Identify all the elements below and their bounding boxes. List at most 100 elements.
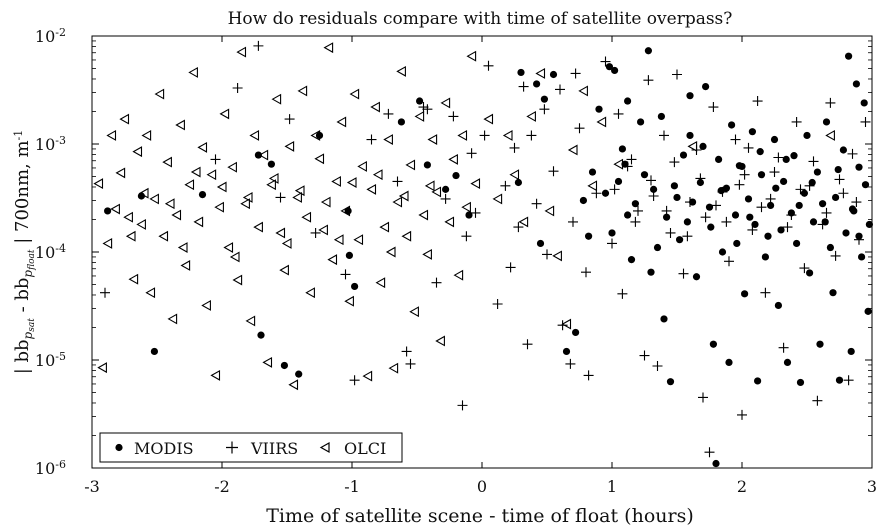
- olci-point: [383, 134, 393, 145]
- modis-point: [686, 92, 694, 100]
- olci-point: [123, 211, 133, 223]
- viirs-point: [760, 287, 771, 298]
- modis-point: [806, 269, 814, 277]
- olci-point: [193, 216, 204, 228]
- y-tick-base: 10: [35, 27, 55, 46]
- viirs-point: [834, 174, 845, 185]
- olci-point: [223, 242, 234, 253]
- modis-point: [280, 361, 288, 370]
- viirs-point: [799, 263, 810, 274]
- modis-point: [782, 155, 790, 164]
- olci-point: [427, 134, 438, 145]
- modis-point: [793, 239, 801, 248]
- modis-point: [715, 155, 723, 164]
- modis-point: [761, 253, 770, 261]
- viirs-point: [461, 231, 472, 242]
- viirs-point: [548, 166, 559, 177]
- x-axis-label: Time of satellite scene - time of float …: [266, 505, 694, 527]
- olci-point: [366, 183, 377, 195]
- modis-point: [295, 370, 303, 378]
- modis-point: [601, 189, 610, 197]
- modis-point: [657, 112, 666, 121]
- modis-point: [852, 80, 861, 88]
- modis-point: [624, 211, 632, 219]
- modis-point: [257, 331, 265, 339]
- viirs-point: [752, 96, 763, 107]
- modis-point: [198, 191, 207, 199]
- modis-point: [839, 146, 848, 154]
- viirs-point: [860, 116, 871, 127]
- modis-point: [640, 171, 649, 179]
- viirs-point: [607, 238, 617, 249]
- viirs-point: [682, 231, 693, 242]
- y-tick-exp: -6: [55, 458, 66, 471]
- modis-point: [104, 207, 112, 215]
- viirs-point: [500, 180, 511, 191]
- olci-point: [567, 144, 578, 156]
- modis-point: [842, 229, 850, 237]
- viirs-point: [851, 197, 862, 208]
- modis-point: [819, 200, 827, 208]
- olci-point: [158, 230, 169, 242]
- y-tick-label: 10-5: [35, 350, 66, 371]
- viirs-point: [639, 350, 650, 361]
- modis-point: [795, 201, 803, 210]
- olci-point: [206, 169, 217, 181]
- modis-point: [345, 251, 353, 260]
- viirs-point: [531, 198, 542, 209]
- modis-point: [650, 185, 658, 193]
- plot-frame: [91, 35, 873, 469]
- viirs-point: [626, 154, 637, 165]
- viirs-point: [622, 161, 633, 172]
- olci-point: [518, 216, 529, 228]
- y-tick-label: 10-3: [35, 134, 66, 155]
- olci-point: [214, 201, 224, 213]
- legend-olci-label: OLCI: [344, 439, 386, 458]
- modis-point: [702, 83, 710, 91]
- olci-point: [336, 116, 347, 128]
- olci-point: [320, 196, 331, 208]
- data-points: [93, 40, 874, 468]
- viirs-point: [643, 75, 654, 86]
- viirs-point: [609, 184, 620, 195]
- viirs-point: [854, 234, 864, 245]
- viirs-point: [479, 130, 490, 141]
- modis-point: [790, 152, 798, 160]
- modis-point: [416, 97, 424, 105]
- modis-point: [772, 184, 780, 192]
- olci-point: [353, 234, 364, 246]
- olci-point: [110, 203, 120, 215]
- viirs-point: [648, 191, 659, 201]
- olci-point: [544, 205, 555, 217]
- olci-point: [825, 130, 835, 141]
- viirs-point: [275, 192, 286, 203]
- modis-point: [150, 347, 158, 356]
- y-label-sub1: p: [21, 331, 35, 339]
- olci-point: [164, 198, 175, 210]
- olci-point: [483, 113, 494, 125]
- olci-point: [294, 185, 305, 197]
- viirs-point: [652, 360, 663, 371]
- olci-point: [249, 130, 260, 141]
- viirs-point: [678, 268, 689, 279]
- olci-point: [281, 238, 292, 249]
- axis-ticks: -3 -2 -1 0 1 2 310-610-510-410-310-2: [35, 26, 876, 497]
- modis-point: [829, 289, 837, 297]
- olci-point: [288, 379, 299, 391]
- viirs-point: [100, 287, 110, 298]
- viirs-point: [804, 180, 815, 191]
- olci-point: [232, 274, 243, 286]
- viirs-point: [600, 56, 611, 67]
- modis-point: [847, 347, 855, 356]
- modis-point: [631, 200, 640, 208]
- y-tick-exp: -3: [55, 134, 66, 147]
- viirs-point: [583, 370, 594, 381]
- olci-point: [197, 141, 208, 153]
- modis-point: [673, 193, 681, 202]
- viirs-point: [518, 81, 529, 92]
- modis-point: [777, 226, 785, 234]
- olci-point: [268, 172, 279, 184]
- olci-point: [305, 287, 315, 299]
- modis-point: [751, 220, 759, 229]
- modis-point: [660, 315, 668, 323]
